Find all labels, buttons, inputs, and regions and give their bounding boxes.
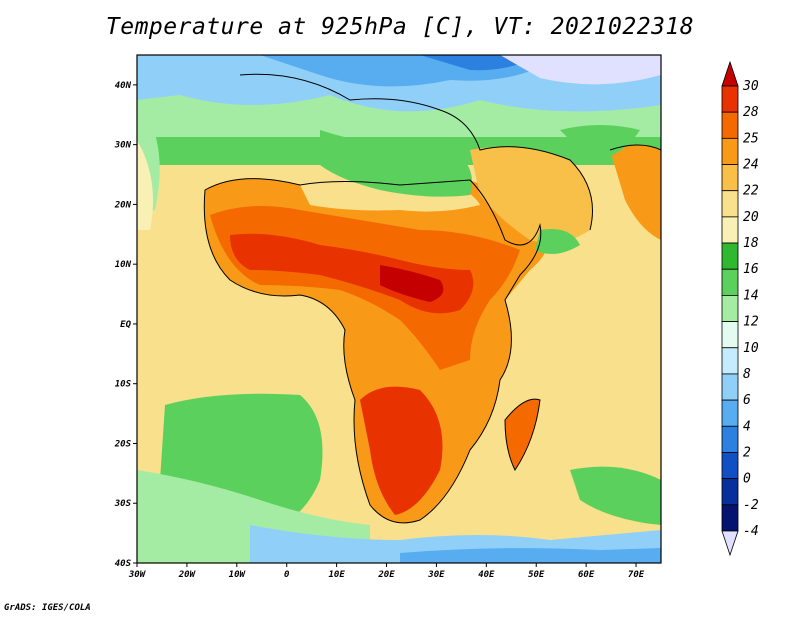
colorbar-label: 8 <box>743 367 751 382</box>
lat-tick-label: 20S <box>114 439 132 449</box>
lat-tick-label: 10S <box>115 380 132 390</box>
lon-tick-label: 30W <box>128 570 147 580</box>
longitude-axis: 30W 20W 10W 0 10E 20E 30E 40E 50E 60E 70E <box>128 563 645 580</box>
colorbar-swatch <box>721 295 739 322</box>
india-coastline <box>609 144 662 151</box>
lat-tick-label: 30S <box>114 499 132 509</box>
footer-credit: GrADS: IGES/COLA <box>4 603 91 613</box>
eurasia-coastline <box>239 73 593 231</box>
colorbar-swatch <box>721 425 739 453</box>
lon-tick-label: 0 <box>284 570 290 580</box>
lat-tick-label: 30N <box>114 141 132 151</box>
lon-tick-label: 70E <box>628 570 645 580</box>
africa-coastline <box>203 178 542 524</box>
latitude-axis: 40N 30N 20N 10N EQ 10S 20S 30S 40S <box>114 81 137 569</box>
lon-tick-label: 20E <box>377 570 395 580</box>
colorbar-swatch <box>721 111 739 139</box>
colorbar-swatch <box>721 190 739 218</box>
colorbar-label: 4 <box>743 419 751 434</box>
colorbar-label: 12 <box>743 315 759 330</box>
colorbar-swatch <box>721 452 739 480</box>
colorbar-swatch <box>721 321 739 349</box>
lon-tick-label: 60E <box>578 570 595 580</box>
lat-tick-label: EQ <box>120 320 131 330</box>
colorbar-label: 28 <box>743 105 759 120</box>
lon-tick-label: 20W <box>178 570 197 580</box>
lon-tick-label: 40E <box>478 570 495 580</box>
colorbar-label: 24 <box>743 158 759 173</box>
temperature-field <box>137 55 661 563</box>
colorbar-label: 18 <box>743 236 759 251</box>
colorbar-label: 22 <box>743 184 759 199</box>
colorbar-label: 20 <box>743 210 759 225</box>
colorbar-label: 0 <box>743 472 751 487</box>
lat-tick-label: 40N <box>115 81 132 91</box>
colorbar-label: 2 <box>743 445 751 460</box>
colorbar-swatch <box>721 242 739 270</box>
lat-tick-label: 20N <box>114 200 132 210</box>
colorbar-label: 30 <box>742 79 759 94</box>
colorbar-label: -2 <box>743 498 759 513</box>
colorbar-swatch <box>721 216 739 244</box>
lon-tick-label: 10W <box>229 570 247 580</box>
lon-tick-label: 30E <box>427 570 445 580</box>
colorbar-top-arrow <box>721 60 739 87</box>
colorbar-swatch <box>721 268 739 296</box>
map-frame <box>136 54 662 564</box>
colorbar-swatch <box>721 347 739 375</box>
lat-tick-label: 40S <box>115 559 132 569</box>
madagascar-coastline <box>504 398 541 471</box>
colorbar-label: -4 <box>743 524 759 539</box>
colorbar-swatch <box>721 164 739 192</box>
page-title: Temperature at 925hPa [C], VT: 202102231… <box>105 14 695 40</box>
colorbar-swatch <box>721 478 739 506</box>
colorbar-swatch <box>721 373 739 401</box>
colorbar-label: 25 <box>743 131 759 146</box>
colorbar-swatch <box>721 137 739 165</box>
colorbar-label: 14 <box>743 288 759 303</box>
colorbar-swatch <box>721 399 739 427</box>
colorbar-label: 16 <box>743 262 759 277</box>
colorbar-bottom-arrow <box>721 530 739 557</box>
colorbar-swatch <box>721 504 739 532</box>
lon-tick-label: 10E <box>328 570 345 580</box>
lon-tick-label: 50E <box>528 570 545 580</box>
colorbar-label: 6 <box>743 393 751 408</box>
lat-tick-label: 10N <box>115 260 132 270</box>
colorbar-label: 10 <box>743 341 759 356</box>
colorbar-swatch <box>721 85 739 113</box>
